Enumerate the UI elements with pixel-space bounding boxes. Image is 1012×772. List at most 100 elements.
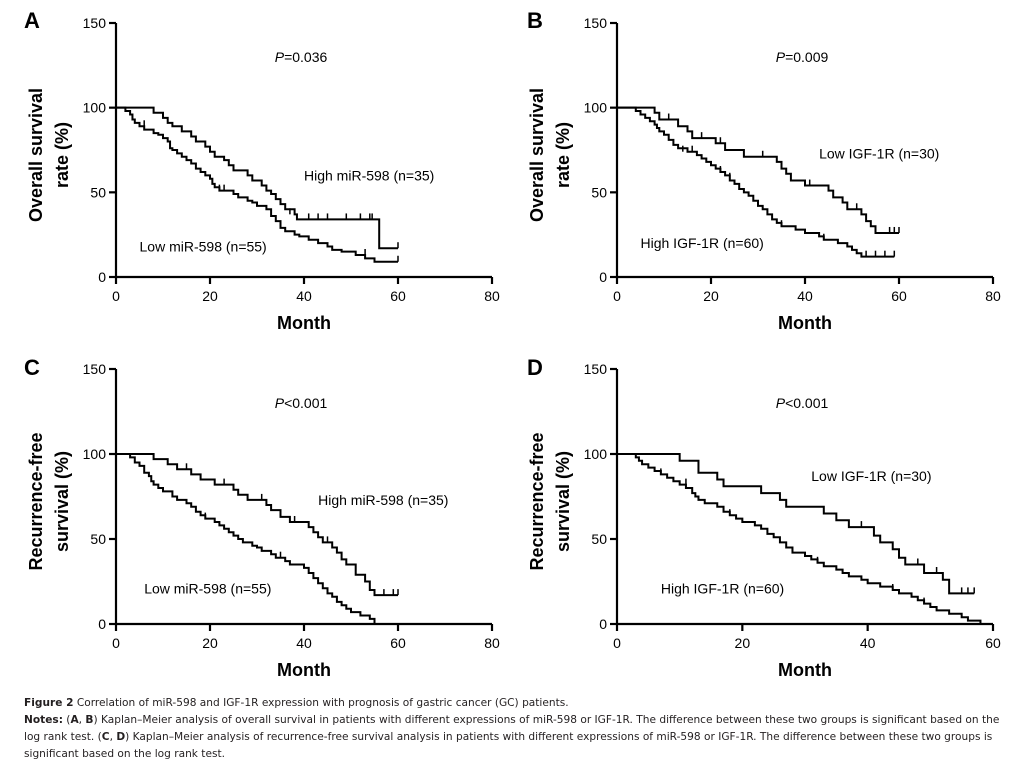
series-label: High IGF-1R (n=60) bbox=[641, 235, 764, 251]
x-tick-label: 80 bbox=[484, 635, 500, 651]
x-tick-label: 20 bbox=[202, 635, 218, 651]
panel-letter: D bbox=[527, 355, 543, 380]
p-symbol: P bbox=[776, 395, 786, 411]
y-tick-label: 100 bbox=[83, 100, 107, 116]
notes-panel-ref: D bbox=[116, 731, 126, 743]
km-curve-group1 bbox=[116, 453, 398, 597]
p-value-label: P<0.001 bbox=[776, 395, 829, 411]
x-axis-title: Month bbox=[778, 660, 832, 680]
p-value: <0.001 bbox=[785, 395, 828, 411]
y-tick-label: 0 bbox=[98, 269, 106, 285]
notes-text: ) Kaplan–Meier analysis of recurrence-fr… bbox=[24, 731, 993, 760]
y-tick-label: 150 bbox=[584, 361, 608, 377]
notes-panel-ref: A bbox=[70, 714, 79, 726]
km-curve-group1 bbox=[617, 106, 899, 234]
y-tick-label: 150 bbox=[83, 15, 107, 31]
p-value: <0.001 bbox=[284, 395, 327, 411]
x-axis-title: Month bbox=[778, 313, 832, 333]
panel-letter: B bbox=[527, 8, 543, 33]
panel-b: B 0 50 100 150 0 20 40 60 80 Month Overall survival… bbox=[527, 8, 1001, 333]
panel-letter: C bbox=[24, 355, 40, 380]
x-tick-label: 40 bbox=[296, 635, 312, 651]
notes-panel-ref: C bbox=[101, 731, 110, 743]
caption-title-line: Figure 2 Correlation of miR-598 and IGF-… bbox=[24, 695, 1012, 712]
x-tick-label: 0 bbox=[112, 635, 120, 651]
x-axis-title: Month bbox=[277, 660, 331, 680]
series-label: Low IGF-1R (n=30) bbox=[811, 468, 931, 484]
x-tick-label: 40 bbox=[296, 288, 312, 304]
x-tick-label: 40 bbox=[797, 288, 813, 304]
x-tick-label: 20 bbox=[735, 635, 751, 651]
series-label: High miR-598 (n=35) bbox=[304, 167, 434, 183]
x-tick-label: 60 bbox=[891, 288, 907, 304]
km-curve-group2 bbox=[617, 453, 982, 624]
caption-title: Correlation of miR-598 and IGF-1R expres… bbox=[73, 697, 569, 709]
km-curve-group2 bbox=[617, 106, 895, 258]
panel-d: D 0 50 100 150 0 20 40 60 Month Recurrence-free sur… bbox=[527, 355, 1001, 680]
x-tick-label: 60 bbox=[390, 635, 406, 651]
p-value-label: P=0.009 bbox=[776, 49, 829, 65]
x-tick-label: 80 bbox=[484, 288, 500, 304]
panel-c: C 0 50 100 150 0 20 40 60 80 Month Recurrence-free s… bbox=[24, 355, 500, 680]
notes-text: ) Kaplan–Meier analysis of overall survi… bbox=[24, 714, 1000, 743]
x-axis-title: Month bbox=[277, 313, 331, 333]
series-label: Low miR-598 (n=55) bbox=[140, 239, 267, 255]
y-tick-label: 50 bbox=[591, 531, 607, 547]
x-tick-label: 40 bbox=[860, 635, 876, 651]
x-tick-label: 60 bbox=[985, 635, 1001, 651]
y-axis-title-line2: survival (%) bbox=[52, 451, 72, 552]
caption-notes: Notes: (A, B) Kaplan–Meier analysis of o… bbox=[24, 712, 1012, 763]
notes-text: , bbox=[78, 714, 86, 726]
y-tick-label: 0 bbox=[599, 269, 607, 285]
y-tick-label: 150 bbox=[83, 361, 107, 377]
y-tick-label: 50 bbox=[90, 184, 106, 200]
notes-panel-ref: B bbox=[85, 714, 94, 726]
x-tick-label: 0 bbox=[613, 288, 621, 304]
y-tick-label: 150 bbox=[584, 15, 608, 31]
y-tick-label: 100 bbox=[584, 446, 608, 462]
panel-letter: A bbox=[24, 8, 40, 33]
notes-body: (A, B) Kaplan–Meier analysis of overall … bbox=[24, 714, 999, 760]
x-tick-label: 0 bbox=[613, 635, 621, 651]
km-curve-group1 bbox=[617, 453, 975, 595]
figure-label: Figure 2 bbox=[24, 697, 74, 709]
y-tick-label: 50 bbox=[90, 531, 106, 547]
figure-canvas: A 0 50 100 150 0 20 40 60 80 Month Overall survival… bbox=[24, 8, 1001, 680]
x-tick-label: 20 bbox=[703, 288, 719, 304]
p-symbol: P bbox=[776, 49, 786, 65]
figure-caption: Figure 2 Correlation of miR-598 and IGF-… bbox=[24, 695, 1012, 763]
p-value: =0.009 bbox=[785, 49, 828, 65]
y-tick-label: 0 bbox=[98, 616, 106, 632]
y-axis-title-line2: survival (%) bbox=[553, 451, 573, 552]
p-symbol: P bbox=[275, 49, 285, 65]
series-label: High miR-598 (n=35) bbox=[318, 492, 448, 508]
km-curve-group2 bbox=[116, 106, 398, 263]
km-curve-group2 bbox=[116, 453, 376, 624]
p-value: =0.036 bbox=[284, 49, 327, 65]
y-tick-label: 0 bbox=[599, 616, 607, 632]
y-axis-title-line1: Overall survival bbox=[527, 88, 547, 222]
series-label: Low miR-598 (n=55) bbox=[144, 580, 271, 596]
y-axis-title-line2: rate (%) bbox=[52, 122, 72, 188]
x-tick-label: 20 bbox=[202, 288, 218, 304]
y-axis-title-line2: rate (%) bbox=[553, 122, 573, 188]
p-value-label: P=0.036 bbox=[275, 49, 328, 65]
series-label: High IGF-1R (n=60) bbox=[661, 580, 784, 596]
notes-text: ( bbox=[62, 714, 71, 726]
x-tick-label: 0 bbox=[112, 288, 120, 304]
p-value-label: P<0.001 bbox=[275, 395, 328, 411]
y-axis-title-line1: Overall survival bbox=[26, 88, 46, 222]
km-curve-group1 bbox=[116, 106, 398, 250]
y-axis-title-line1: Recurrence-free bbox=[26, 432, 46, 570]
y-tick-label: 100 bbox=[584, 100, 608, 116]
x-tick-label: 60 bbox=[390, 288, 406, 304]
notes-label: Notes: bbox=[24, 714, 63, 726]
y-tick-label: 100 bbox=[83, 446, 107, 462]
notes-text: , bbox=[109, 731, 117, 743]
y-axis-title-line1: Recurrence-free bbox=[527, 432, 547, 570]
p-symbol: P bbox=[275, 395, 285, 411]
panel-a: A 0 50 100 150 0 20 40 60 80 Month Overall survival… bbox=[24, 8, 500, 333]
series-label: Low IGF-1R (n=30) bbox=[819, 145, 939, 161]
x-tick-label: 80 bbox=[985, 288, 1001, 304]
y-tick-label: 50 bbox=[591, 184, 607, 200]
